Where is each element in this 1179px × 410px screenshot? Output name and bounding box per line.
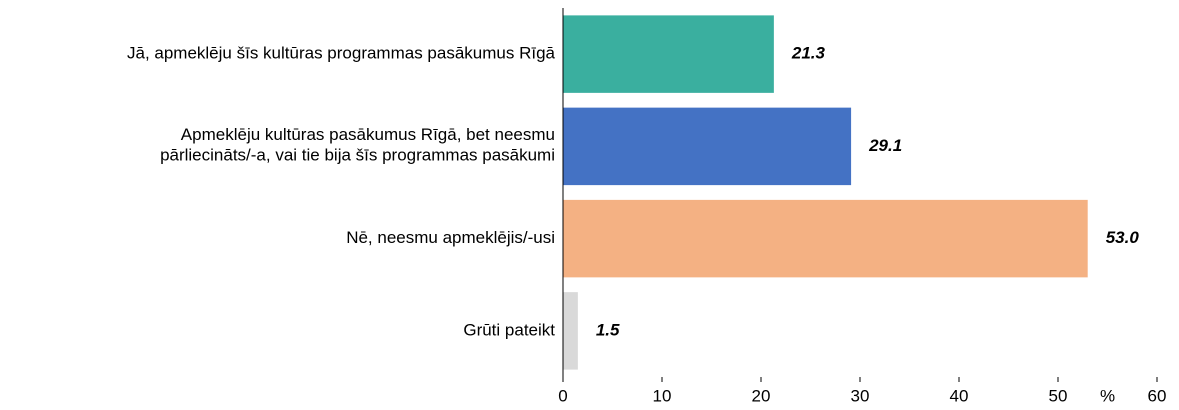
- x-tick-label: 20: [752, 386, 771, 405]
- value-label: 21.3: [791, 44, 826, 63]
- bar: [563, 15, 774, 93]
- bar: [563, 292, 578, 370]
- x-tick-label: 50: [1049, 386, 1068, 405]
- bar: [563, 199, 1088, 278]
- x-tick-label: 60: [1148, 386, 1167, 405]
- value-label: 29.1: [868, 136, 902, 155]
- x-axis-label: %: [1100, 386, 1115, 405]
- x-tick-label: 40: [950, 386, 969, 405]
- value-label: 1.5: [596, 320, 620, 339]
- bar: [563, 107, 852, 186]
- x-tick-label: 0: [558, 386, 567, 405]
- category-label: Apmeklēju kultūras pasākumus Rīgā, bet n…: [160, 126, 555, 165]
- category-label: Jā, apmeklēju šīs kultūras programmas pa…: [127, 44, 556, 63]
- category-label: Nē, neesmu apmeklējis/-usi: [346, 228, 555, 247]
- x-tick-label: 30: [851, 386, 870, 405]
- category-label: Grūti pateikt: [463, 320, 555, 339]
- x-tick-label: 10: [653, 386, 672, 405]
- value-label: 53.0: [1106, 228, 1140, 247]
